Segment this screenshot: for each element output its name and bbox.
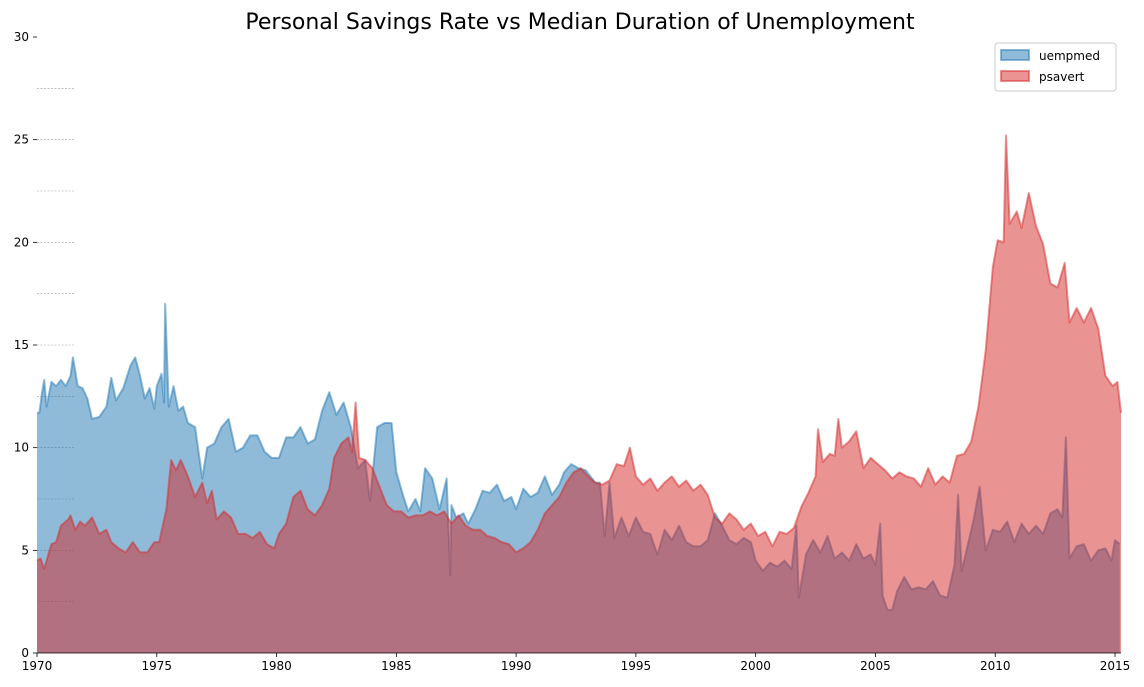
x-tick-label-2015: 2015 [1100, 659, 1131, 673]
x-tick-label-1985: 1985 [381, 659, 412, 673]
x-tick-label-1975: 1975 [142, 659, 173, 673]
x-tick-label-1990: 1990 [501, 659, 532, 673]
legend-swatch-uempmed [1000, 49, 1030, 61]
y-tick-label-15: 15 [14, 338, 29, 352]
x-tick-label-1980: 1980 [261, 659, 292, 673]
legend-label-psavert: psavert [1039, 70, 1085, 84]
x-tick-label-1995: 1995 [621, 659, 652, 673]
legend-swatch-psavert [1000, 70, 1030, 82]
x-tick-label-2005: 2005 [860, 659, 891, 673]
chart-title: Personal Savings Rate vs Median Duration… [245, 10, 915, 35]
y-tick-label-10: 10 [14, 441, 29, 455]
y-tick-label-20: 20 [14, 235, 29, 249]
y-tick-label-5: 5 [21, 543, 29, 557]
legend-label-uempmed: uempmed [1039, 49, 1100, 63]
series-layer [36, 134, 1122, 653]
y-tick-label-25: 25 [14, 133, 29, 147]
y-tick-label-30: 30 [14, 30, 29, 44]
area-psavert [37, 135, 1121, 653]
x-tick-label-2000: 2000 [740, 659, 771, 673]
legend: uempmed psavert [994, 42, 1117, 92]
line-psavert [36, 134, 1122, 570]
x-tick-label-2010: 2010 [980, 659, 1011, 673]
y-tick-label-0: 0 [21, 646, 29, 660]
x-tick-label-1970: 1970 [22, 659, 53, 673]
axis-layer: 1970 1975 1980 1985 1990 1995 2000 2005 2010 2015… [14, 30, 1131, 673]
